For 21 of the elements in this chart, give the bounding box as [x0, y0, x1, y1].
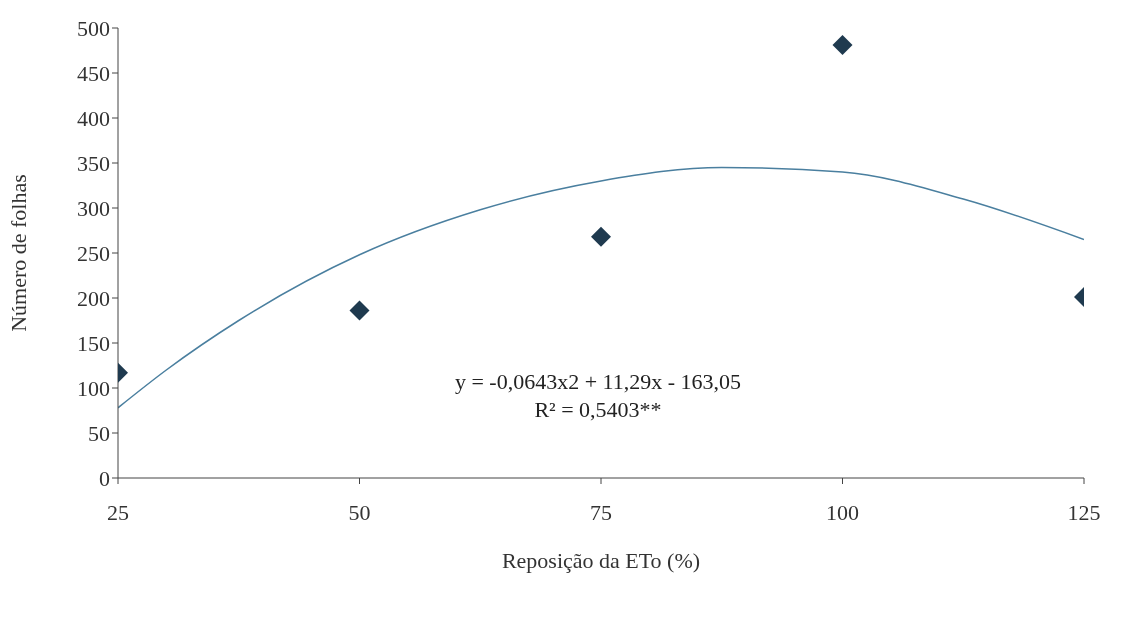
x-tick-label: 75: [590, 499, 612, 525]
y-tick-label: 250: [77, 240, 110, 266]
y-tick-label: 50: [88, 420, 110, 446]
y-axis-title: Número de folhas: [5, 174, 31, 332]
x-axis-title: Reposição da ETo (%): [501, 548, 701, 573]
x-tick-label: 25: [107, 499, 129, 525]
y-tick-label: 450: [77, 60, 110, 86]
y-tick-label: 300: [77, 195, 110, 221]
y-tick-label: 350: [77, 150, 110, 176]
annotation: y = -0,0643x2 + 11,29x - 163,05: [453, 368, 743, 396]
y-tick-label: 100: [77, 375, 110, 401]
y-tick-label: 400: [77, 105, 110, 131]
y-tick-label: 500: [77, 15, 110, 41]
y-tick-label: 200: [77, 285, 110, 311]
y-tick-label: 150: [77, 330, 110, 356]
x-tick-label: 125: [1067, 499, 1101, 525]
x-tick-label: 50: [348, 499, 371, 525]
point: [591, 226, 611, 247]
x-tick-label: 100: [826, 499, 859, 525]
y-tick-label: 0: [99, 465, 110, 491]
annotation: R² = 0,5403**: [533, 396, 663, 424]
